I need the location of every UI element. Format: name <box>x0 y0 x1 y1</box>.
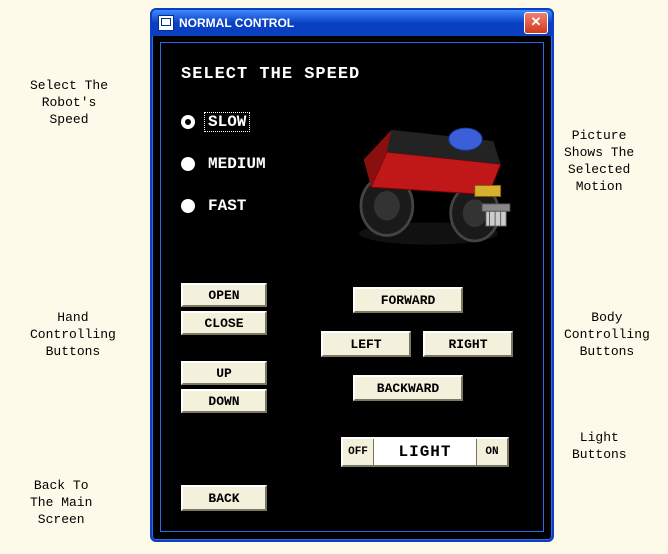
page-title: SELECT THE SPEED <box>181 65 360 84</box>
system-icon <box>158 15 174 31</box>
radio-fast[interactable]: FAST <box>181 197 269 215</box>
radio-label: SLOW <box>205 113 249 131</box>
left-button[interactable]: LEFT <box>321 331 411 357</box>
annotation-hand: Hand Controlling Buttons <box>30 310 116 361</box>
light-control: OFF LIGHT ON <box>341 437 509 467</box>
robot-picture <box>336 103 521 253</box>
radio-icon <box>181 115 195 129</box>
back-button[interactable]: BACK <box>181 485 267 511</box>
close-button[interactable]: ✕ <box>524 12 548 34</box>
annotation-picture: Picture Shows The Selected Motion <box>564 128 634 196</box>
radio-medium[interactable]: MEDIUM <box>181 155 269 173</box>
radio-slow[interactable]: SLOW <box>181 113 269 131</box>
close-button-hand[interactable]: CLOSE <box>181 311 267 335</box>
radio-icon <box>181 199 195 213</box>
down-button[interactable]: DOWN <box>181 389 267 413</box>
annotation-body: Body Controlling Buttons <box>564 310 650 361</box>
radio-icon <box>181 157 195 171</box>
open-button[interactable]: OPEN <box>181 283 267 307</box>
annotation-speed: Select The Robot's Speed <box>30 78 108 129</box>
backward-button[interactable]: BACKWARD <box>353 375 463 401</box>
speed-radio-group: SLOW MEDIUM FAST <box>181 113 269 239</box>
radio-label: FAST <box>205 197 249 215</box>
up-button[interactable]: UP <box>181 361 267 385</box>
app-window: NORMAL CONTROL ✕ SELECT THE SPEED SLOW M… <box>150 8 554 542</box>
light-off-button[interactable]: OFF <box>343 439 373 465</box>
light-on-button[interactable]: ON <box>477 439 507 465</box>
radio-label: MEDIUM <box>205 155 269 173</box>
annotation-back: Back To The Main Screen <box>30 478 92 529</box>
client-area: SELECT THE SPEED SLOW MEDIUM FAST <box>160 42 544 532</box>
annotation-light: Light Buttons <box>572 430 627 464</box>
window-title: NORMAL CONTROL <box>179 16 524 30</box>
titlebar: NORMAL CONTROL ✕ <box>152 10 552 36</box>
forward-button[interactable]: FORWARD <box>353 287 463 313</box>
right-button[interactable]: RIGHT <box>423 331 513 357</box>
close-icon: ✕ <box>531 14 542 29</box>
light-label: LIGHT <box>373 439 477 465</box>
